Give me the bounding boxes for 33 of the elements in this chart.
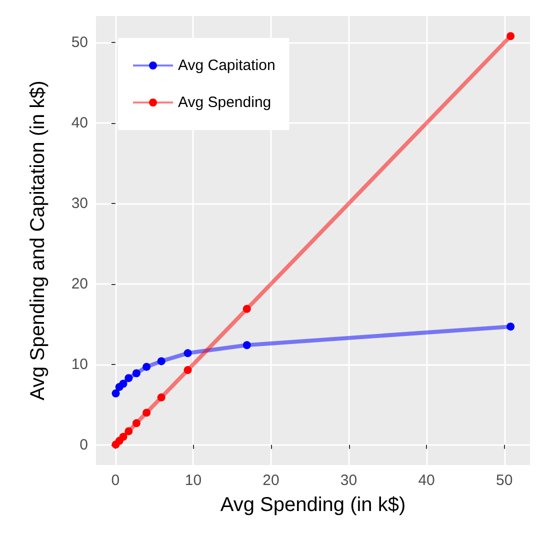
y-tick-label: 20 (71, 275, 88, 292)
y-tick-label: 50 (71, 34, 88, 52)
point (112, 389, 120, 398)
point (119, 380, 128, 388)
point (142, 408, 151, 417)
x-tick-label: 10 (184, 472, 202, 489)
point (242, 304, 251, 313)
point (119, 432, 128, 441)
y-axis-title: Avg Spending and Capitation (in k$) (27, 80, 49, 400)
x-tick-label: 30 (340, 472, 358, 489)
legend-label: Avg Capitation (178, 57, 276, 74)
point (132, 369, 140, 378)
y-tick-label: 10 (71, 356, 88, 373)
x-tick-label: 40 (418, 472, 435, 489)
point (157, 357, 166, 366)
x-tick-label: 50 (496, 472, 513, 489)
point (184, 366, 192, 374)
y-tick-label: 0 (80, 436, 88, 454)
y-tick-label: 40 (71, 114, 88, 132)
point (157, 393, 166, 402)
point (242, 341, 251, 350)
y-tick-label: 30 (71, 194, 88, 212)
point (184, 349, 192, 358)
point (124, 374, 133, 382)
point (506, 322, 515, 331)
legend-label: Avg Spending (178, 94, 272, 111)
x-tick-label: 20 (262, 472, 280, 489)
x-tick-label: 0 (111, 472, 120, 489)
point (124, 427, 133, 436)
point (506, 32, 515, 40)
x-axis-title: Avg Spending (in k$) (220, 494, 406, 516)
point (132, 419, 140, 428)
point (142, 362, 151, 371)
